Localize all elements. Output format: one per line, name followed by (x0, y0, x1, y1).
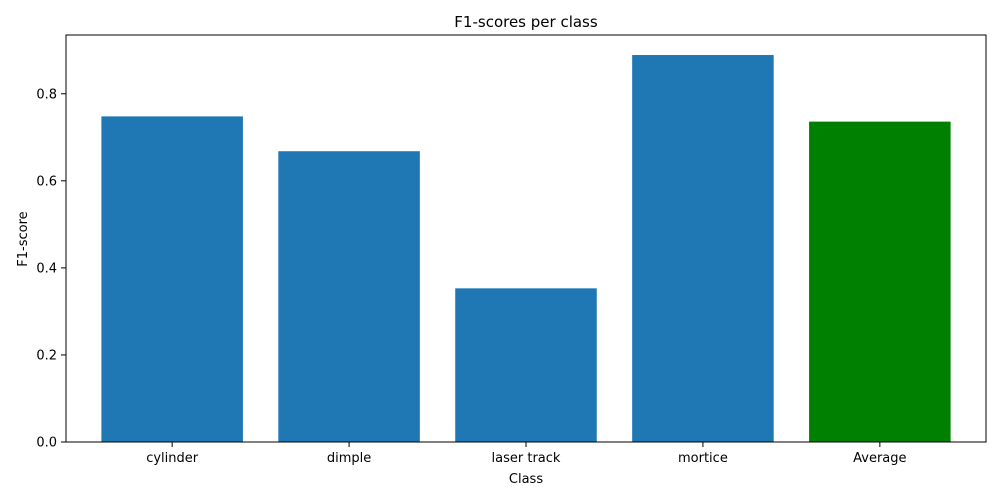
x-axis-ticks: cylinder dimple laser track mortice Average (146, 442, 907, 466)
x-tick-label: dimple (327, 451, 371, 466)
chart-title: F1-scores per class (454, 13, 598, 31)
bars-group (101, 55, 951, 443)
y-tick-label: 0.6 (36, 174, 57, 189)
bar-dimple (278, 151, 420, 443)
bar-mortice (632, 55, 774, 442)
x-tick-label: cylinder (146, 451, 199, 466)
x-tick-label: laser track (492, 451, 561, 466)
x-axis-label: Class (509, 472, 543, 487)
y-tick-label: 0.8 (36, 87, 57, 102)
y-tick-label: 0.0 (36, 436, 57, 451)
bar-cylinder (101, 116, 243, 443)
y-tick-label: 0.2 (36, 348, 57, 363)
x-tick-label: Average (853, 451, 906, 466)
bar-average (809, 121, 951, 442)
plot-frame (65, 34, 987, 443)
y-axis-label: F1-score (16, 211, 31, 266)
x-tick-label: mortice (678, 451, 728, 466)
y-tick-label: 0.4 (36, 261, 57, 276)
bar-laser-track (455, 288, 597, 442)
y-axis-ticks: 0.0 0.2 0.4 0.6 0.8 (36, 87, 66, 451)
